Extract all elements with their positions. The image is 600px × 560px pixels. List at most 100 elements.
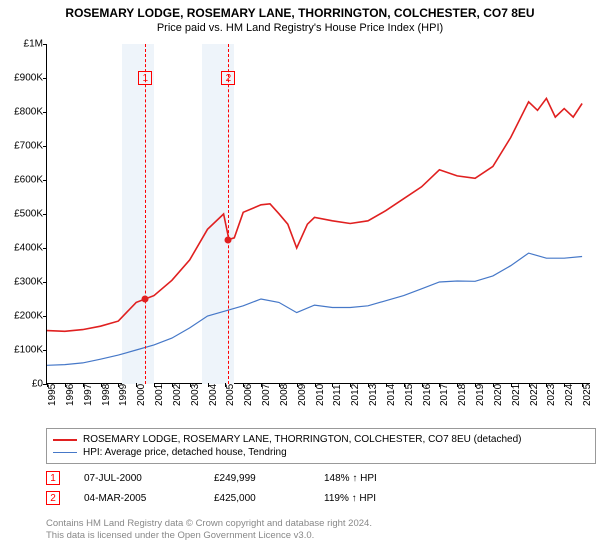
x-axis-tick <box>332 383 333 387</box>
y-axis-tick <box>43 282 47 283</box>
x-axis-tick <box>457 383 458 387</box>
y-axis-tick <box>43 248 47 249</box>
plot-canvas <box>47 44 591 384</box>
x-axis-label: 2017 <box>439 384 450 406</box>
x-axis-label: 2020 <box>493 384 504 406</box>
x-axis-label: 2007 <box>261 384 272 406</box>
x-axis-tick <box>368 383 369 387</box>
x-axis-tick <box>529 383 530 387</box>
x-axis-label: 2010 <box>315 384 326 406</box>
y-axis-label: £1M <box>5 39 43 50</box>
x-axis-tick <box>546 383 547 387</box>
x-axis-tick <box>225 383 226 387</box>
x-axis-label: 2012 <box>350 384 361 406</box>
x-axis-tick <box>101 383 102 387</box>
marker-line <box>145 44 146 384</box>
x-axis-tick <box>208 383 209 387</box>
series-hpi <box>47 253 582 365</box>
transaction-row: 204-MAR-2005£425,000119% ↑ HPI <box>46 488 400 508</box>
y-axis-tick <box>43 316 47 317</box>
chart-subtitle: Price paid vs. HM Land Registry's House … <box>0 20 600 34</box>
legend-label: ROSEMARY LODGE, ROSEMARY LANE, THORRINGT… <box>83 434 521 445</box>
series-property <box>47 98 582 331</box>
marker-dot <box>142 296 149 303</box>
x-axis-label: 2006 <box>243 384 254 406</box>
y-axis-tick <box>43 146 47 147</box>
transactions-table: 107-JUL-2000£249,999148% ↑ HPI204-MAR-20… <box>46 468 400 508</box>
transaction-pct: 119% ↑ HPI <box>300 493 400 504</box>
x-axis-tick <box>136 383 137 387</box>
x-axis-tick <box>47 383 48 387</box>
x-axis-label: 2021 <box>511 384 522 406</box>
y-axis-tick <box>43 350 47 351</box>
transaction-pct: 148% ↑ HPI <box>300 473 400 484</box>
y-axis-label: £0 <box>5 379 43 390</box>
x-axis-tick <box>154 383 155 387</box>
marker-dot <box>225 236 232 243</box>
x-axis-label: 1999 <box>118 384 129 406</box>
x-axis-tick <box>422 383 423 387</box>
x-axis-tick <box>118 383 119 387</box>
y-axis-label: £400K <box>5 243 43 254</box>
x-axis-label: 2009 <box>297 384 308 406</box>
y-axis-tick <box>43 180 47 181</box>
x-axis-label: 2003 <box>190 384 201 406</box>
x-axis-tick <box>350 383 351 387</box>
transaction-index-box: 1 <box>46 471 60 485</box>
x-axis-label: 2019 <box>475 384 486 406</box>
footnote-line1: Contains HM Land Registry data © Crown c… <box>46 518 372 530</box>
plot-region: £0£100K£200K£300K£400K£500K£600K£700K£80… <box>46 44 590 384</box>
chart-area: £0£100K£200K£300K£400K£500K£600K£700K£80… <box>46 44 590 404</box>
y-axis-label: £600K <box>5 175 43 186</box>
x-axis-tick <box>65 383 66 387</box>
x-axis-label: 1997 <box>83 384 94 406</box>
transaction-date: 04-MAR-2005 <box>60 493 190 504</box>
x-axis-label: 2002 <box>172 384 183 406</box>
marker-box: 1 <box>138 71 152 85</box>
x-axis-tick <box>582 383 583 387</box>
x-axis-label: 2011 <box>332 384 343 406</box>
x-axis-label: 2005 <box>225 384 236 406</box>
x-axis-tick <box>511 383 512 387</box>
footnote-line2: This data is licensed under the Open Gov… <box>46 530 372 542</box>
marker-line <box>228 44 229 384</box>
y-axis-label: £300K <box>5 277 43 288</box>
y-axis-label: £800K <box>5 107 43 118</box>
x-axis-label: 2022 <box>529 384 540 406</box>
transaction-price: £425,000 <box>190 493 300 504</box>
x-axis-label: 2023 <box>546 384 557 406</box>
x-axis-tick <box>243 383 244 387</box>
y-axis-tick <box>43 44 47 45</box>
y-axis-tick <box>43 112 47 113</box>
x-axis-tick <box>493 383 494 387</box>
x-axis-label: 2008 <box>279 384 290 406</box>
x-axis-label: 1998 <box>101 384 112 406</box>
x-axis-label: 2001 <box>154 384 165 406</box>
y-axis-label: £500K <box>5 209 43 220</box>
marker-box: 2 <box>221 71 235 85</box>
x-axis-label: 2016 <box>422 384 433 406</box>
x-axis-label: 2000 <box>136 384 147 406</box>
transaction-index-box: 2 <box>46 491 60 505</box>
x-axis-label: 2018 <box>457 384 468 406</box>
x-axis-label: 1996 <box>65 384 76 406</box>
x-axis-tick <box>190 383 191 387</box>
x-axis-tick <box>172 383 173 387</box>
x-axis-tick <box>315 383 316 387</box>
transaction-price: £249,999 <box>190 473 300 484</box>
x-axis-label: 1995 <box>47 384 58 406</box>
x-axis-tick <box>297 383 298 387</box>
y-axis-label: £700K <box>5 141 43 152</box>
x-axis-label: 2025 <box>582 384 593 406</box>
legend-swatch <box>53 452 77 454</box>
x-axis-label: 2015 <box>404 384 415 406</box>
x-axis-tick <box>564 383 565 387</box>
y-axis-label: £100K <box>5 345 43 356</box>
legend-box: ROSEMARY LODGE, ROSEMARY LANE, THORRINGT… <box>46 428 596 464</box>
chart-title: ROSEMARY LODGE, ROSEMARY LANE, THORRINGT… <box>0 0 600 20</box>
y-axis-label: £900K <box>5 73 43 84</box>
x-axis-label: 2004 <box>208 384 219 406</box>
y-axis-tick <box>43 214 47 215</box>
x-axis-tick <box>261 383 262 387</box>
x-axis-label: 2024 <box>564 384 575 406</box>
